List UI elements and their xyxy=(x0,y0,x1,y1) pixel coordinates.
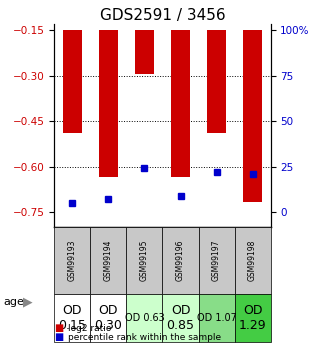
Bar xyxy=(198,294,234,342)
Bar xyxy=(54,227,91,294)
Text: OD 0.63: OD 0.63 xyxy=(125,313,164,323)
Bar xyxy=(127,294,162,342)
Text: GSM99194: GSM99194 xyxy=(104,240,113,281)
Text: ■: ■ xyxy=(54,324,64,333)
Bar xyxy=(162,227,198,294)
Bar xyxy=(54,294,91,342)
Bar xyxy=(171,30,190,177)
Text: GSM99193: GSM99193 xyxy=(68,240,77,281)
Bar xyxy=(234,227,271,294)
Text: OD
0.30: OD 0.30 xyxy=(95,304,123,332)
Text: GSM99198: GSM99198 xyxy=(248,240,257,281)
Text: log2 ratio: log2 ratio xyxy=(68,324,112,333)
Text: OD
0.15: OD 0.15 xyxy=(58,304,86,332)
Text: age: age xyxy=(3,297,24,307)
Title: GDS2591 / 3456: GDS2591 / 3456 xyxy=(100,8,225,23)
Bar xyxy=(234,294,271,342)
Text: GSM99197: GSM99197 xyxy=(212,240,221,281)
Text: ■: ■ xyxy=(54,333,64,342)
Bar xyxy=(91,227,127,294)
Text: GSM99196: GSM99196 xyxy=(176,240,185,281)
Bar xyxy=(207,30,226,133)
Text: percentile rank within the sample: percentile rank within the sample xyxy=(68,333,221,342)
Text: OD
0.85: OD 0.85 xyxy=(166,304,194,332)
Bar xyxy=(135,30,154,74)
Bar xyxy=(127,227,162,294)
Text: OD
1.29: OD 1.29 xyxy=(239,304,266,332)
Bar xyxy=(162,294,198,342)
Text: ▶: ▶ xyxy=(23,295,33,308)
Bar xyxy=(91,294,127,342)
Bar xyxy=(243,30,262,201)
Text: GSM99195: GSM99195 xyxy=(140,240,149,281)
Bar xyxy=(99,30,118,177)
Text: OD 1.07: OD 1.07 xyxy=(197,313,236,323)
Bar xyxy=(198,227,234,294)
Bar xyxy=(63,30,82,133)
